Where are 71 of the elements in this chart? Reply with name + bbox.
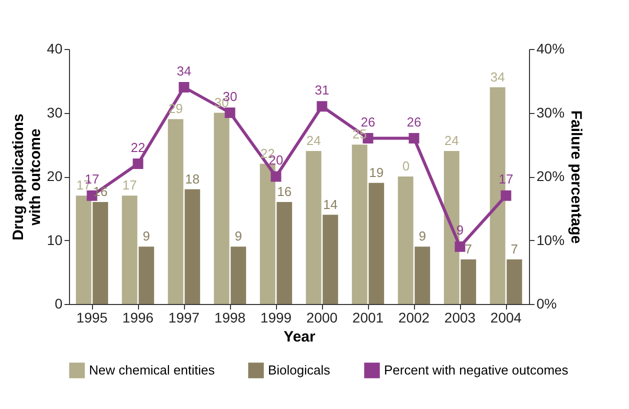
data-label: 9 (142, 228, 150, 244)
data-label: 24 (444, 133, 459, 148)
y2-tick-label: 40% (536, 40, 565, 56)
legend-label: New chemical entities (89, 362, 216, 378)
bar (122, 196, 138, 304)
bar (276, 202, 292, 304)
data-label: 26 (406, 114, 422, 130)
bar (398, 176, 414, 304)
x-tick-label: 1996 (122, 310, 154, 326)
point (500, 190, 512, 201)
bar (76, 196, 92, 304)
point (132, 158, 144, 169)
y-tick-label: 10 (46, 232, 63, 248)
bar (214, 112, 230, 304)
data-label: 14 (323, 196, 338, 212)
y2-axis-title: Failure percentage (568, 110, 585, 244)
x-tick-label: 2002 (398, 310, 430, 326)
x-tick-label: 1999 (260, 310, 292, 326)
data-label: 31 (314, 82, 330, 98)
point (408, 133, 420, 144)
point (178, 82, 190, 92)
y2-tick-label: 10% (536, 232, 565, 248)
data-label: 17 (122, 178, 137, 193)
data-label: 34 (176, 63, 192, 78)
data-label: 24 (306, 133, 321, 148)
data-label: 9 (234, 228, 242, 244)
point (316, 101, 328, 112)
bar (322, 214, 338, 304)
point (454, 241, 466, 252)
x-tick-label: 2001 (352, 310, 384, 326)
bar (184, 189, 200, 304)
y-tick-label: 40 (46, 40, 63, 56)
bar (368, 182, 384, 304)
bar (92, 202, 108, 304)
data-label: 7 (510, 241, 518, 256)
x-axis-title: Year (284, 328, 316, 346)
bar (506, 259, 522, 304)
x-tick-label: 2004 (490, 310, 522, 326)
x-tick-label: 2003 (444, 310, 476, 326)
bar (414, 246, 430, 304)
data-label: 26 (360, 114, 376, 130)
bar (306, 151, 322, 304)
legend-label: Percent with negative outcomes (384, 362, 569, 378)
data-label: 34 (490, 69, 505, 84)
point (270, 171, 282, 182)
data-label: 18 (185, 171, 200, 186)
y-axis-title: Drug applications with outcome (10, 114, 44, 240)
y2-tick-label: 0% (536, 296, 557, 312)
point (224, 108, 236, 118)
data-label: 16 (277, 184, 292, 199)
data-label: 7 (464, 241, 472, 256)
bar (352, 144, 368, 304)
y-tick-label: 20 (46, 168, 63, 184)
bar (260, 164, 276, 304)
legend-label: Biologicals (268, 362, 331, 378)
bar (230, 246, 246, 304)
y2-tick-label: 20% (536, 168, 565, 184)
bar (138, 246, 154, 304)
bar (168, 119, 184, 304)
x-tick-label: 1995 (76, 310, 108, 326)
bar (460, 259, 476, 304)
y-tick-label: 30 (46, 104, 63, 120)
data-label: 22 (130, 140, 146, 155)
x-tick-label: 2000 (306, 310, 338, 326)
data-label: 19 (369, 164, 384, 180)
annotation: 0 (402, 158, 410, 174)
y2-tick-label: 30% (536, 104, 565, 120)
data-label: 9 (418, 228, 426, 244)
x-tick-label: 1998 (214, 310, 246, 326)
x-tick-label: 1997 (168, 310, 200, 326)
y-tick-label: 0 (54, 296, 63, 312)
